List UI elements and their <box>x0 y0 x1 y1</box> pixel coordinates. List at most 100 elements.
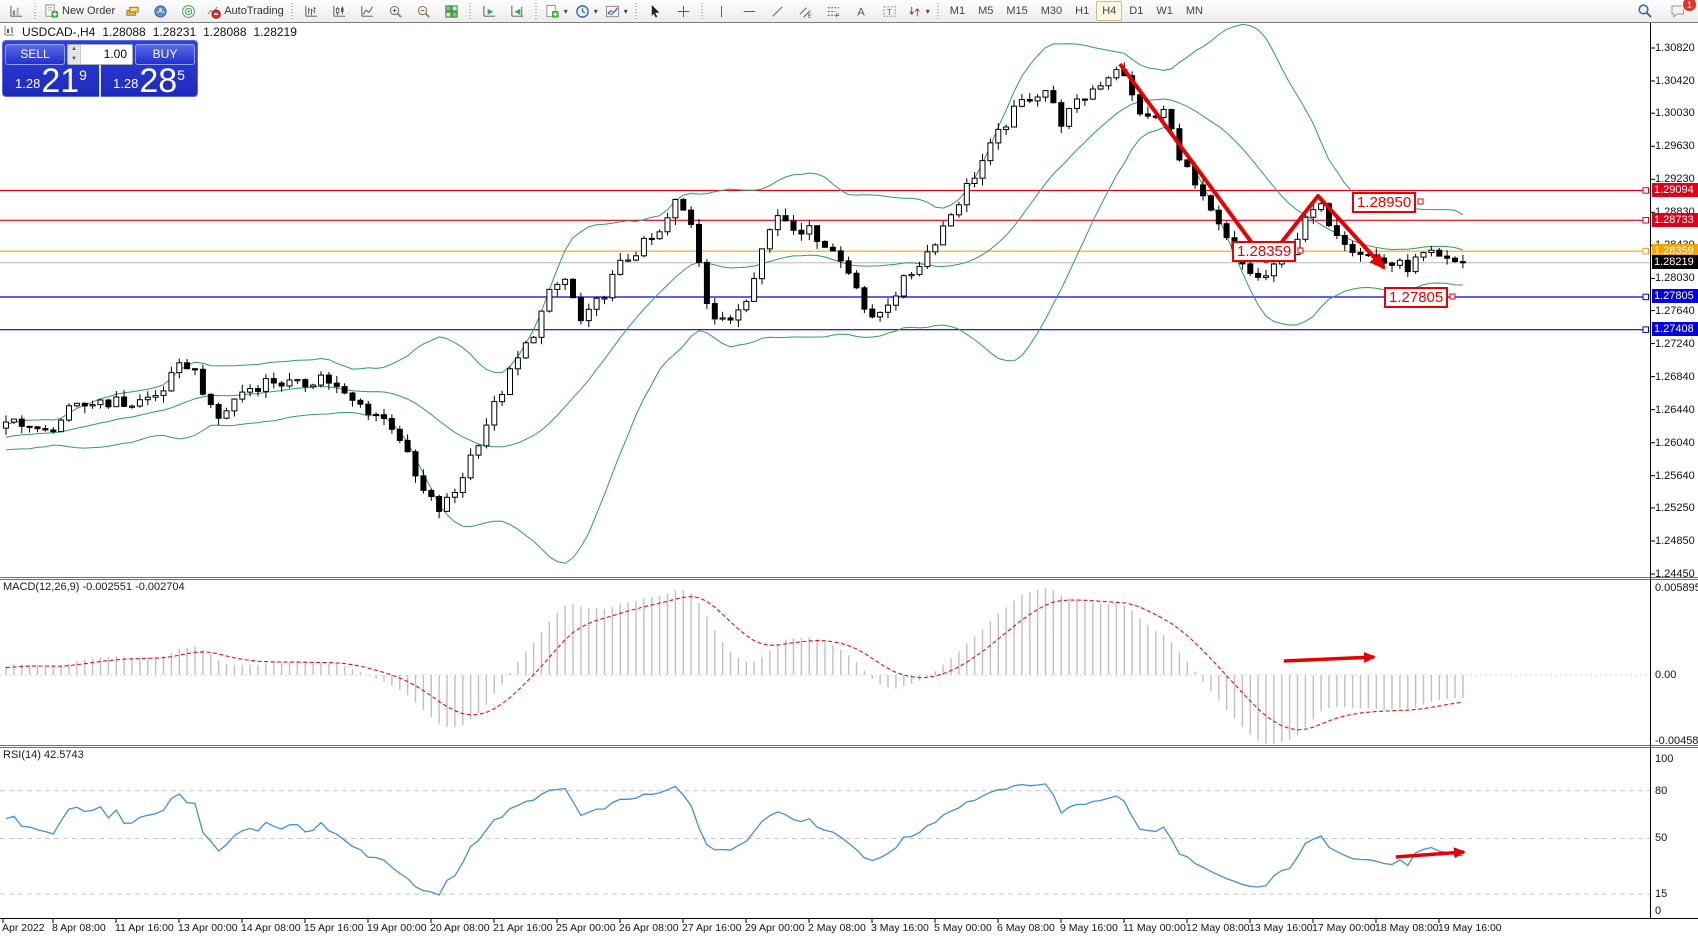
new-chart-icon <box>546 4 559 18</box>
chart-context-icon[interactable] <box>4 25 15 39</box>
sell-price[interactable]: 1.28 21 9 <box>3 64 101 98</box>
spin-down-icon[interactable]: ▼ <box>71 55 77 62</box>
candlestick-chart-button[interactable] <box>326 0 353 22</box>
macd-annotation-arrow[interactable] <box>1283 651 1376 663</box>
notifications-button[interactable]: 1 <box>1664 0 1697 22</box>
search-button[interactable] <box>1631 0 1658 22</box>
annotation-anchor[interactable] <box>1417 198 1424 205</box>
auto-scroll-button[interactable] <box>476 0 503 22</box>
tab-timeframe-mn[interactable]: MN <box>1185 5 1203 17</box>
tab-timeframe-m30[interactable]: M30 <box>1040 5 1063 17</box>
arrows-icon <box>909 6 920 16</box>
price-tick-label: 1.29230 <box>1655 173 1695 185</box>
sell-button[interactable]: SELL <box>5 43 65 65</box>
buy-price-prefix: 1.28 <box>113 76 139 91</box>
rsi-annotation-arrow[interactable] <box>1395 847 1466 859</box>
tab-timeframe-m15[interactable]: M15 <box>1006 5 1028 17</box>
trendline-button[interactable] <box>764 0 791 22</box>
crosshair-button[interactable] <box>670 0 697 22</box>
tab-timeframe-m5[interactable]: M5 <box>978 5 994 17</box>
trend-arrow-zigzag[interactable] <box>1264 194 1386 270</box>
volume-value[interactable]: 1.00 <box>103 47 127 61</box>
indicators-button[interactable]: ▾ <box>602 0 631 22</box>
volume-input[interactable]: ▲ ▼ 1.00 <box>67 43 133 65</box>
svg-text:E: E <box>808 13 812 18</box>
price-tick-label: 1.25640 <box>1655 470 1695 482</box>
toolbar-grip <box>467 3 473 19</box>
search-icon <box>1637 4 1652 18</box>
text-button[interactable]: A <box>848 0 875 22</box>
annotation-price-label[interactable]: 1.27805 <box>1384 287 1449 308</box>
text-label-button[interactable]: T <box>876 0 903 22</box>
spin-up-icon[interactable]: ▲ <box>71 46 77 53</box>
tab-timeframe-h1[interactable]: H1 <box>1075 5 1090 17</box>
buy-price-main: 28 <box>139 62 178 100</box>
price-tick-label: 1.27240 <box>1655 338 1695 350</box>
symbol-period: USDCAD-,H4 <box>22 25 96 39</box>
buy-button[interactable]: BUY <box>135 43 195 65</box>
tab-timeframe-h4[interactable]: H4 <box>1096 1 1123 21</box>
zoom-in-icon <box>389 5 402 18</box>
annotation-anchor[interactable] <box>1449 293 1456 300</box>
new-chart-window-button[interactable] <box>3 0 30 22</box>
macd-axis-label: -0.004586 <box>1655 735 1698 747</box>
chart-shift-button[interactable] <box>504 0 531 22</box>
equidistant-channel-button[interactable]: E <box>792 0 819 22</box>
toolbar-grip <box>633 3 639 19</box>
volume-spinner[interactable]: ▲ ▼ <box>68 44 81 64</box>
annotation-price-label[interactable]: 1.28359 <box>1232 241 1297 262</box>
rsi-line <box>5 783 1463 896</box>
trend-arrow-down[interactable] <box>1118 62 1268 264</box>
text-label-icon: T <box>883 5 896 16</box>
vertical-line-button[interactable] <box>708 0 735 22</box>
horizontal-line-button[interactable] <box>736 0 763 22</box>
annotation-anchor[interactable] <box>1297 247 1304 254</box>
main-toolbar: New Order AutoTrading ▾ ▾ <box>0 0 1698 23</box>
rsi-axis-label: 15 <box>1655 888 1668 900</box>
metaeditor-button[interactable] <box>119 0 146 22</box>
fibonacci-button[interactable]: F <box>820 0 847 22</box>
rsi-indicator-label: RSI(14) 42.5743 <box>3 749 84 761</box>
time-axis-label: 27 Apr 16:00 <box>682 922 742 934</box>
bar-chart-button[interactable] <box>298 0 325 22</box>
horizontal-level-lines[interactable] <box>0 187 1649 333</box>
time-axis-label: Apr 2022 <box>2 922 45 934</box>
periods-button[interactable]: ▾ <box>572 0 601 22</box>
tile-windows-button[interactable] <box>438 0 465 22</box>
svg-text:F: F <box>836 13 840 18</box>
zoom-out-button[interactable] <box>410 0 437 22</box>
macd-axis-label: 0.005895 <box>1655 582 1698 594</box>
price-tick-label: 1.30420 <box>1655 75 1695 87</box>
hosting-icon <box>154 4 167 18</box>
autotrading-button[interactable]: AutoTrading <box>203 0 287 22</box>
auto-scroll-icon <box>483 5 495 17</box>
price-level-badge: 1.28359 <box>1652 244 1698 258</box>
cursor-icon <box>651 4 660 17</box>
horizontal-line-icon <box>743 10 755 12</box>
signals-button[interactable] <box>175 0 202 22</box>
new-order-label: New Order <box>62 5 116 17</box>
virtual-hosting-button[interactable] <box>147 0 174 22</box>
arrows-button[interactable]: ▾ <box>904 0 933 22</box>
new-order-button[interactable]: New Order <box>41 0 118 22</box>
line-chart-button[interactable] <box>354 0 381 22</box>
annotation-price-label[interactable]: 1.28950 <box>1352 192 1417 213</box>
new-chart-button[interactable]: ▾ <box>542 0 571 22</box>
candlestick-chart-icon <box>333 5 345 17</box>
price-tick-label: 1.29630 <box>1655 140 1695 152</box>
tab-timeframe-d1[interactable]: D1 <box>1129 5 1144 17</box>
buy-price[interactable]: 1.28 28 5 <box>101 62 197 100</box>
zoom-in-button[interactable] <box>382 0 409 22</box>
dropdown-caret-icon: ▾ <box>593 6 598 16</box>
bar-chart-icon <box>305 5 317 17</box>
tab-timeframe-w1[interactable]: W1 <box>1156 5 1173 17</box>
cursor-button[interactable] <box>642 0 669 22</box>
indicators-icon <box>605 5 619 17</box>
tab-timeframe-m1[interactable]: M1 <box>949 5 966 17</box>
price-level-badge: 1.29094 <box>1652 183 1698 197</box>
time-axis-label: 6 May 08:00 <box>997 922 1055 934</box>
quote-high: 1.28231 <box>152 25 197 39</box>
